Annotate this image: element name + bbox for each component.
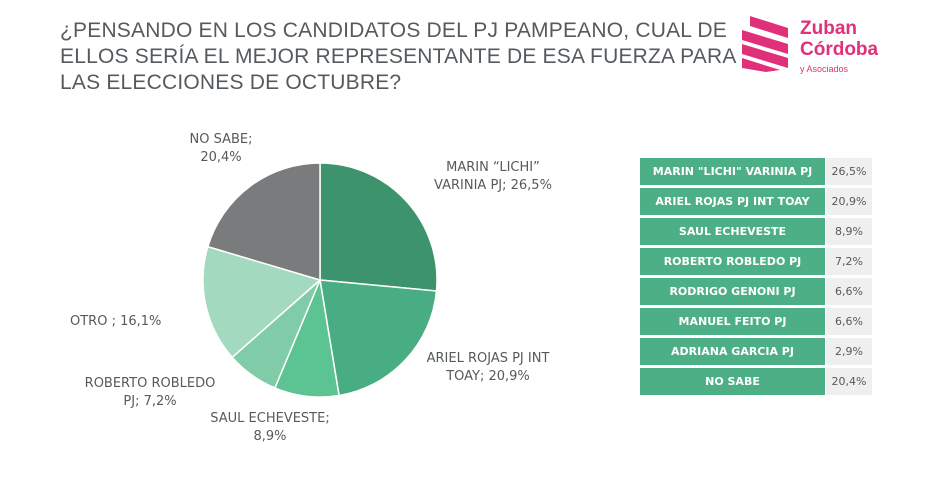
table-cell-name: MARIN "LICHI" VARINIA PJ [640, 158, 825, 185]
logo-brand-line-2: Córdoba [800, 39, 879, 60]
table-row: RODRIGO GENONI PJ 6,6% [640, 278, 872, 308]
table-cell-name: MANUEL FEITO PJ [640, 308, 825, 335]
table-row: NO SABE 20,4% [640, 368, 872, 398]
table-cell-name: ADRIANA GARCIA PJ [640, 338, 825, 365]
table-cell-name: RODRIGO GENONI PJ [640, 278, 825, 305]
table-cell-value: 6,6% [826, 278, 872, 305]
slice-label-ariel-rojas: ARIEL ROJAS PJ INT TOAY; 20,9% [426, 351, 550, 384]
slice-label-saul-echeveste: SAUL ECHEVESTE; 8,9% [210, 411, 330, 444]
logo-text: Zuban Córdoba [800, 18, 878, 60]
table-row: ADRIANA GARCIA PJ 2,9% [640, 338, 872, 368]
table-row: SAUL ECHEVESTE 8,9% [640, 218, 872, 248]
pie-slice-otro [202, 245, 322, 359]
logo-tagline: y Asociados [800, 64, 849, 74]
table-cell-name: NO SABE [640, 368, 825, 395]
results-table: MARIN "LICHI" VARINIA PJ 26,5% ARIEL ROJAS… [640, 158, 872, 398]
slice-label-marin: MARIN “LICHI” VARINIA PJ; 26,5% [434, 160, 552, 193]
table-row: MARIN "LICHI" VARINIA PJ 26,5% [640, 158, 872, 188]
pie-slice-ariel-rojas [319, 279, 438, 397]
table-cell-value: 7,2% [826, 248, 872, 275]
table-row: MANUEL FEITO PJ 6,6% [640, 308, 872, 338]
table-row: ROBERTO ROBLEDO PJ 7,2% [640, 248, 872, 278]
table-cell-name: ROBERTO ROBLEDO PJ [640, 248, 825, 275]
logo-mark-icon [742, 16, 788, 72]
chart-title: ¿PENSANDO EN LOS CANDIDATOS DEL PJ PAMPE… [60, 19, 736, 94]
table-row: ARIEL ROJAS PJ INT TOAY 20,9% [640, 188, 872, 218]
logo-brand-line-1: Zuban [800, 18, 857, 39]
slice-label-roberto-robledo: ROBERTO ROBLEDO PJ; 7,2% [84, 376, 216, 409]
table-cell-value: 26,5% [826, 158, 872, 185]
table-cell-name: ARIEL ROJAS PJ INT TOAY [640, 188, 825, 215]
table-cell-value: 8,9% [826, 218, 872, 245]
table-cell-value: 20,9% [826, 188, 872, 215]
table-cell-value: 2,9% [826, 338, 872, 365]
slice-label-no-sabe: NO SABE; 20,4% [189, 132, 253, 165]
slice-label-otro: OTRO ; 16,1% [70, 314, 162, 329]
table-cell-value: 20,4% [826, 368, 872, 395]
table-cell-name: SAUL ECHEVESTE [640, 218, 825, 245]
table-cell-value: 6,6% [826, 308, 872, 335]
pie-slice-no-sabe [206, 162, 321, 282]
brand-logo: Zuban Córdoba y Asociados [736, 14, 906, 80]
pie-slice-marin [319, 162, 438, 292]
